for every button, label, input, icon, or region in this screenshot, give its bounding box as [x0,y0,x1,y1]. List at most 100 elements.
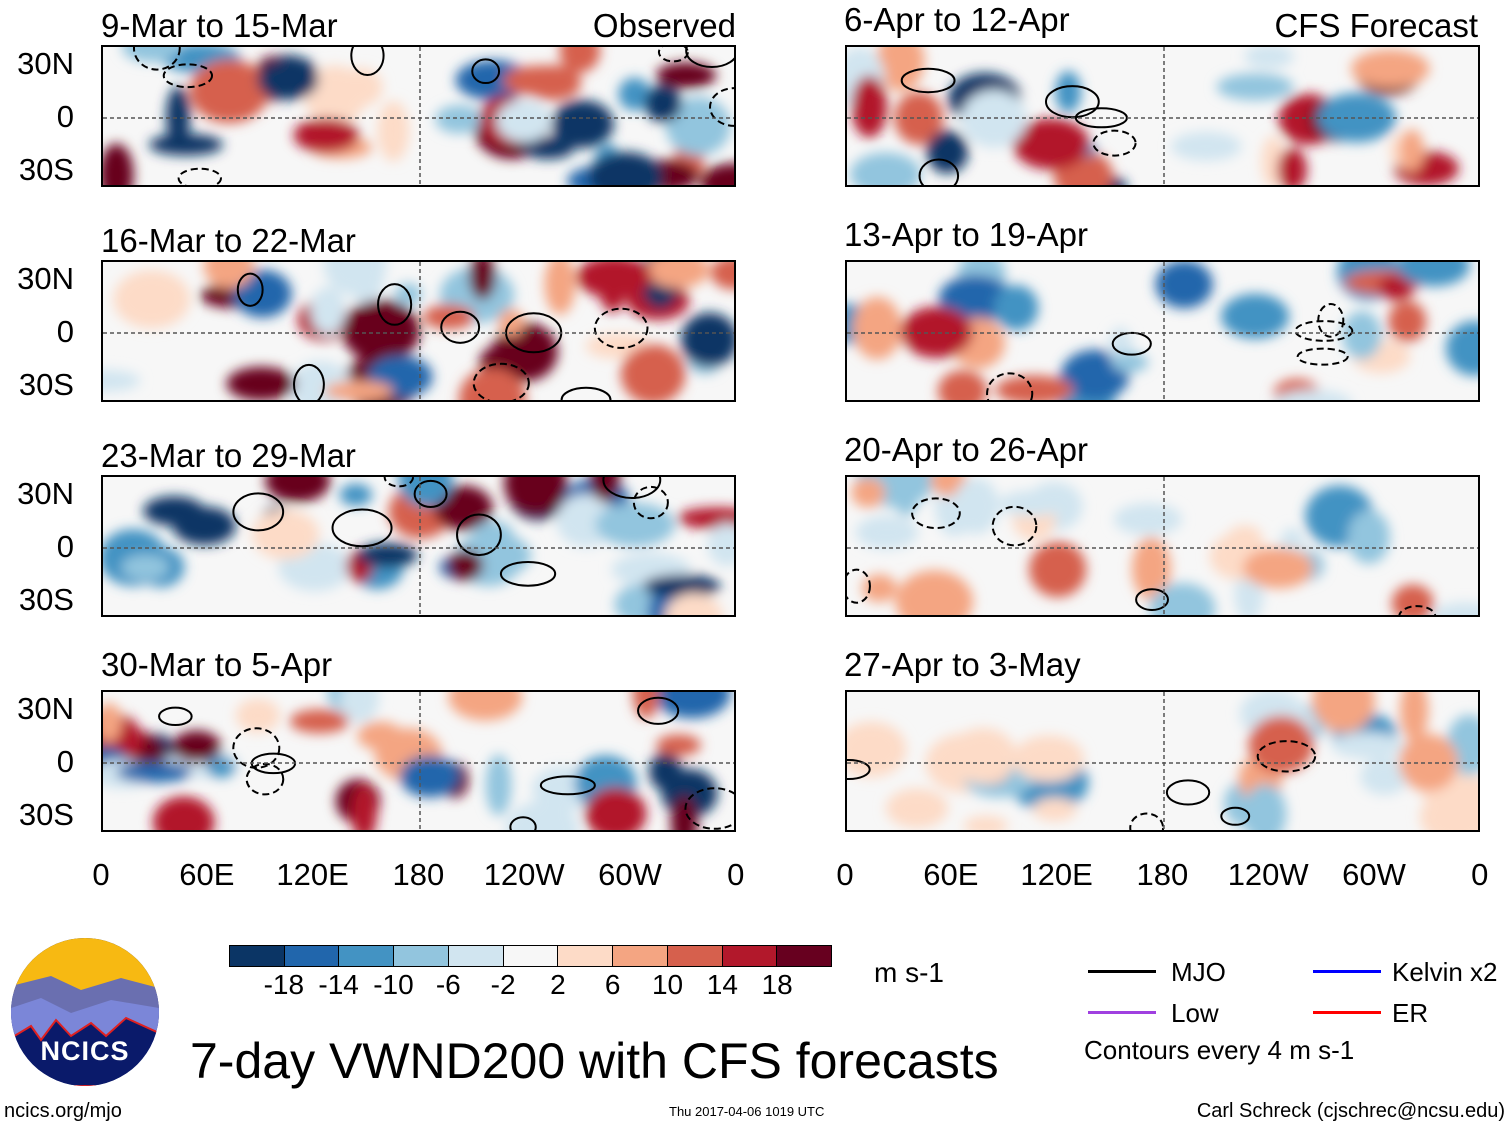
anomaly-blob [937,370,988,400]
anomaly-blob [121,554,170,581]
anomaly-blob [851,477,886,508]
anomaly-blob [893,477,920,516]
mjo-contour [637,696,680,725]
colorbar-tick-label: -2 [490,969,516,1000]
anomaly-blob [149,133,224,156]
kelvin-line-icon [1313,970,1381,973]
latitude-label: 30N [17,476,74,511]
mjo-contour [245,762,285,796]
latitude-label: 30N [17,46,74,81]
anomaly-blob [900,306,973,358]
anomaly-blob [938,275,1013,323]
footer-url[interactable]: ncics.org/mjo [4,1100,122,1122]
mjo-contour [1111,331,1152,356]
anomaly-blob [152,796,215,830]
mjo-contour [158,706,193,727]
mjo-contour [232,727,281,769]
anomaly-blob [620,344,686,400]
anomaly-blob [656,62,717,89]
mjo-contour [177,167,222,185]
mjo-contour [377,283,413,326]
anomaly-blob [1248,715,1314,774]
colorbar-tick-label: 14 [706,969,738,1000]
anomaly-blob [504,477,568,516]
mjo-contour [918,158,960,185]
anomaly-blob [710,262,734,290]
anomaly-blob [1242,547,1314,589]
anomaly-blob [1331,732,1404,759]
colorbar-swatch [722,946,778,966]
panel-title: 30-Mar to 5-Apr [101,646,333,683]
anomaly-blob [850,152,922,185]
latitude-label: 30S [18,152,74,187]
anomaly-blob [235,698,281,733]
colorbar-swatch [667,946,723,966]
mjo-contour [1129,812,1165,830]
colorbar-swatch [777,946,832,966]
anomaly-blob [1431,602,1478,615]
anomaly-blob [423,304,475,330]
anomaly-blob [448,692,523,721]
forecast-map-panel [845,690,1480,832]
anomaly-blob [847,721,907,778]
mjo-contour [1135,588,1169,611]
longitude-label: 0 [92,857,110,892]
mjo-contour [471,58,501,85]
panel-title: 20-Apr to 26-Apr [844,431,1088,468]
anomaly-blob [670,795,698,830]
anomaly-blob [664,592,723,615]
longitude-label: 0 [1471,857,1489,892]
anomaly-blob [339,483,373,507]
anomaly-blob [852,296,902,360]
anomaly-blob [680,312,734,367]
latitude-label: 30N [17,691,74,726]
latitude-label: 0 [56,529,74,564]
longitude-label: 180 [392,857,445,892]
longitude-label: 60W [598,857,662,892]
mjo-contour [560,386,612,400]
anomaly-blob [588,152,663,185]
latitude-label: 30S [18,367,74,402]
anomaly-blob [1347,509,1390,564]
low-line-icon [1088,1011,1156,1014]
anomaly-blob [1113,503,1183,536]
mjo-contour [539,775,596,796]
mjo-contour [1296,347,1349,366]
anomaly-blob [1360,757,1409,796]
colorbar-swatch [448,946,504,966]
figure-title: 7-day VWND200 with CFS forecasts [190,1033,999,1089]
anomaly-blob [861,574,897,603]
anomaly-blob [665,96,731,156]
anomaly-blob [1227,525,1263,551]
forecast-map-panel [845,45,1480,187]
mjo-contour [602,477,662,499]
anomaly-blob [116,761,193,783]
legend-mjo: MJO [1171,957,1226,987]
mjo-contour [440,310,481,344]
anomaly-blob [485,754,512,816]
anomaly-blob [1170,131,1242,161]
anomaly-blob [342,299,420,363]
anomaly-blob [1131,537,1171,601]
anomaly-blob [699,163,734,185]
anomaly-blob [926,130,969,174]
mjo-contour [509,816,537,830]
anomaly-blob [953,477,1000,535]
anomaly-blob [1399,129,1424,173]
mjo-contour [632,485,669,520]
anomaly-blob [103,369,141,392]
mjo-contour [900,67,956,94]
longitude-label: 60E [923,857,979,892]
panel-title: 6-Apr to 12-Apr [844,1,1070,38]
anomaly-blob [598,262,627,313]
anomaly-blob [995,375,1074,400]
anomaly-blob [551,100,614,149]
anomaly-blob [310,286,346,336]
anomaly-blob [1244,47,1294,69]
colorbar-swatch [230,946,285,966]
anomaly-blob [1400,692,1429,742]
longitude-label: 180 [1136,857,1189,892]
anomaly-blob [677,507,734,530]
mjo-contour [986,372,1034,400]
anomaly-blob [589,477,621,502]
